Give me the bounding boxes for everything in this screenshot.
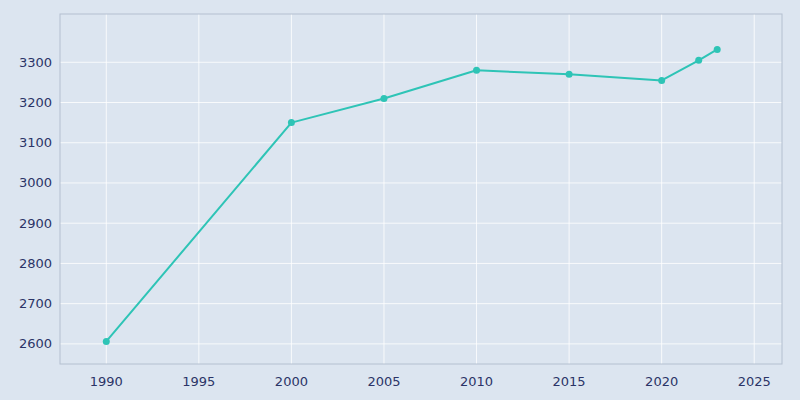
x-grid-line xyxy=(476,14,477,364)
x-grid-line xyxy=(569,14,570,364)
y-grid-line xyxy=(60,182,782,183)
y-tick-label: 2900 xyxy=(19,216,52,231)
y-grid-line xyxy=(60,62,782,63)
marker xyxy=(566,71,573,78)
y-tick-label: 3300 xyxy=(19,55,52,70)
x-grid-line xyxy=(291,14,292,364)
background xyxy=(0,0,800,400)
chart-container: 1990 1995 2000 2005 2010 2015 2020 2025 2600 2700… xyxy=(0,0,800,400)
y-grid-line xyxy=(60,263,782,264)
x-grid-line xyxy=(383,14,384,364)
line xyxy=(106,49,717,341)
x-grid-line xyxy=(661,14,662,364)
y-tick-label: 2800 xyxy=(19,256,52,271)
y-grid-line xyxy=(60,303,782,304)
y-grid-line xyxy=(60,343,782,344)
y-tick-label: 3100 xyxy=(19,135,52,150)
y-grid-line xyxy=(60,142,782,143)
marker xyxy=(380,95,387,102)
marker xyxy=(714,46,721,53)
x-tick-label: 2010 xyxy=(460,374,493,389)
marker xyxy=(103,338,110,345)
x-tick-label: 1995 xyxy=(182,374,215,389)
data-layer xyxy=(103,46,721,345)
y-tick-label: 2700 xyxy=(19,296,52,311)
marker xyxy=(695,57,702,64)
y-tick-label: 2600 xyxy=(19,336,52,351)
marker xyxy=(658,77,665,84)
x-tick-label: 2005 xyxy=(367,374,400,389)
x-tick-label: 2015 xyxy=(553,374,586,389)
marker xyxy=(288,119,295,126)
y-tick-label: 3200 xyxy=(19,95,52,110)
x-grid-line xyxy=(106,14,107,364)
plot-frame xyxy=(60,14,782,364)
x-tick-label: 1990 xyxy=(90,374,123,389)
chart: 1990 1995 2000 2005 2010 2015 2020 2025 2600 2700… xyxy=(0,0,800,400)
x-grid-line xyxy=(198,14,199,364)
x-tick-label: 2000 xyxy=(275,374,308,389)
y-grid-line xyxy=(60,102,782,103)
y-grid-line xyxy=(60,223,782,224)
x-tick-label: 2025 xyxy=(738,374,771,389)
x-tick-label: 2020 xyxy=(645,374,678,389)
x-grid-line xyxy=(754,14,755,364)
marker xyxy=(473,67,480,74)
y-tick-label: 3000 xyxy=(19,175,52,190)
grid xyxy=(60,14,782,364)
